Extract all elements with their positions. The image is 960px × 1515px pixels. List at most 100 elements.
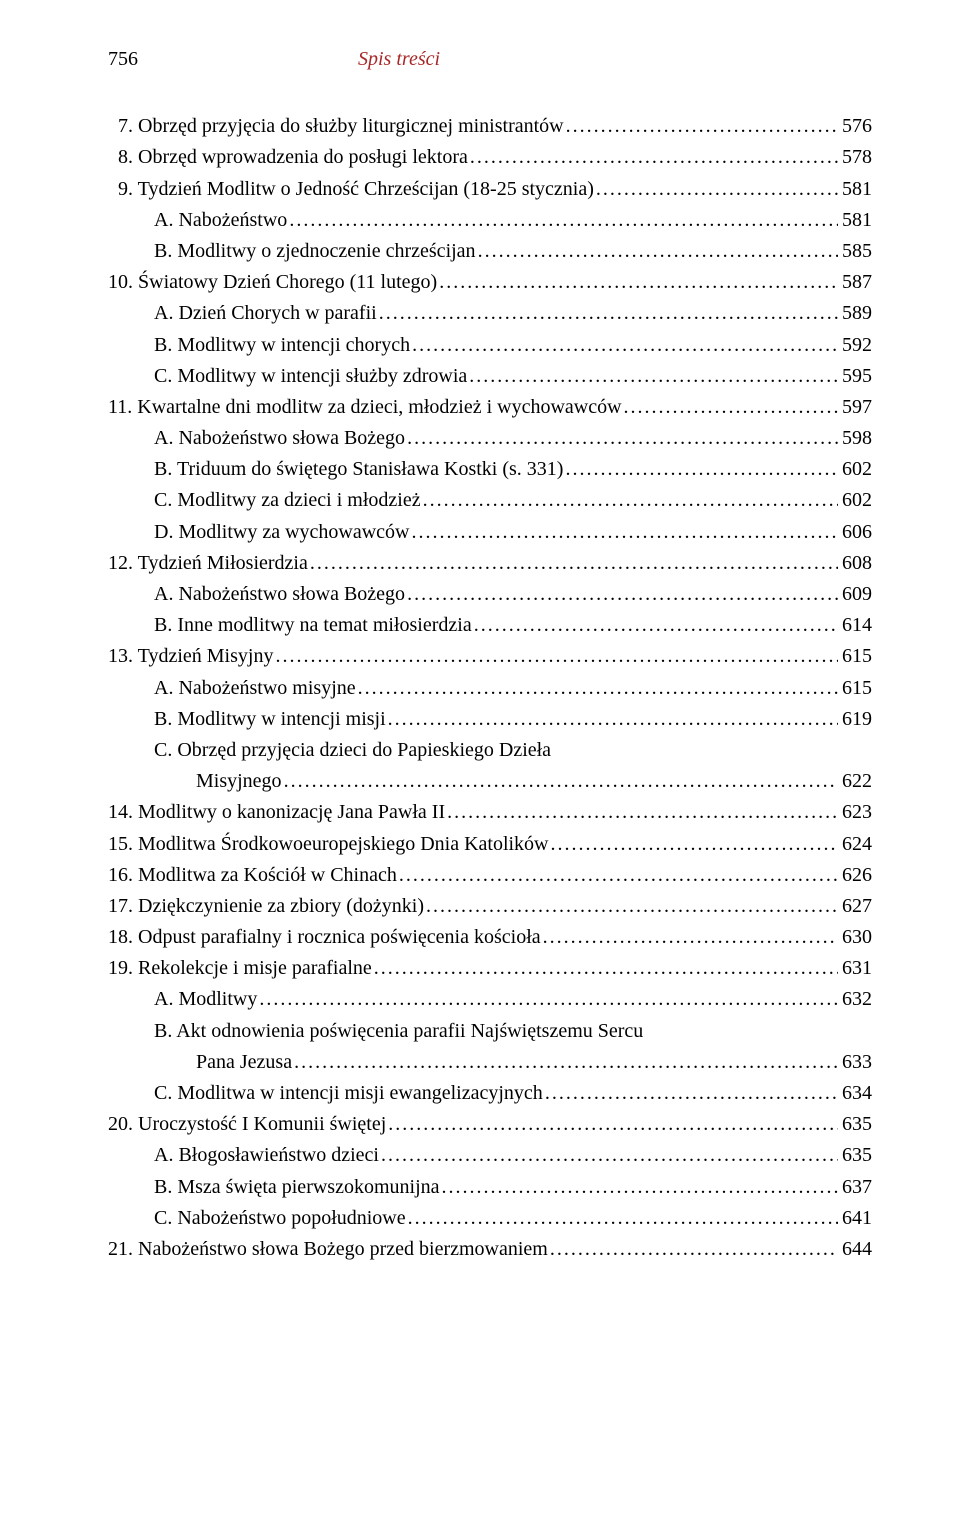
toc-dot-leader — [308, 548, 838, 579]
toc-entry-page: 581 — [838, 174, 872, 205]
toc-entry-page: 614 — [838, 610, 872, 641]
toc-entry: 13. Tydzień Misyjny615 — [108, 641, 872, 672]
toc-dot-leader — [543, 1078, 838, 1109]
page-header: 756 Spis treści — [108, 44, 872, 75]
toc-entry: 9. Tydzień Modlitw o Jedność Chrześcijan… — [108, 174, 872, 205]
toc-entry: B. Akt odnowienia poświęcenia parafii Na… — [108, 1016, 872, 1047]
toc-entry-label: Misyjnego — [196, 766, 282, 797]
toc-entry-page: 624 — [838, 829, 872, 860]
toc-entry-page: 581 — [838, 205, 872, 236]
toc-entry-page: 632 — [838, 984, 872, 1015]
toc-entry-page: 589 — [838, 298, 872, 329]
toc-entry-page: 630 — [838, 922, 872, 953]
toc-entry-page: 602 — [838, 485, 872, 516]
toc-entry-label: 9. Tydzień Modlitw o Jedność Chrześcijan… — [108, 174, 594, 205]
toc-dot-leader — [548, 1234, 838, 1265]
toc-entry-page: 635 — [838, 1140, 872, 1171]
toc-entry: B. Modlitwy w intencji chorych 592 — [108, 330, 872, 361]
toc-entry: Pana Jezusa633 — [108, 1047, 872, 1078]
toc-dot-leader — [472, 610, 838, 641]
toc-dot-leader — [468, 142, 838, 173]
toc-entry-label: A. Dzień Chorych w parafii — [154, 298, 377, 329]
toc-entry-page: 598 — [838, 423, 872, 454]
toc-entry: A. Nabożeństwo misyjne 615 — [108, 673, 872, 704]
toc-entry: 19. Rekolekcje i misje parafialne 631 — [108, 953, 872, 984]
toc-entry-label: B. Modlitwy w intencji chorych — [154, 330, 410, 361]
toc-entry-label: B. Modlitwy w intencji misji — [154, 704, 386, 735]
toc-entry-page: 619 — [838, 704, 872, 735]
toc-entry-label: 15. Modlitwa Środkowoeuropejskiego Dnia … — [108, 829, 549, 860]
toc-entry: 17. Dziękczynienie za zbiory (dożynki)62… — [108, 891, 872, 922]
toc-entry-label: 21. Nabożeństwo słowa Bożego przed bierz… — [108, 1234, 548, 1265]
toc-entry-label: 19. Rekolekcje i misje parafialne — [108, 953, 372, 984]
toc-entry: A. Modlitwy 632 — [108, 984, 872, 1015]
toc-entry-page: 602 — [838, 454, 872, 485]
toc-dot-leader — [282, 766, 838, 797]
toc-dot-leader — [594, 174, 838, 205]
toc-entry: C. Nabożeństwo popołudniowe641 — [108, 1203, 872, 1234]
toc-entry-label: C. Obrzęd przyjęcia dzieci do Papieskieg… — [154, 735, 551, 766]
toc-dot-leader — [410, 517, 839, 548]
toc-entry-label: A. Nabożeństwo misyjne — [154, 673, 356, 704]
toc-entry: A. Błogosławieństwo dzieci 635 — [108, 1140, 872, 1171]
table-of-contents: 7. Obrzęd przyjęcia do służby liturgiczn… — [108, 111, 872, 1265]
toc-entry-label: B. Modlitwy o zjednoczenie chrześcijan — [154, 236, 476, 267]
toc-entry: 11. Kwartalne dni modlitw za dzieci, mło… — [108, 392, 872, 423]
toc-entry-page: 576 — [838, 111, 872, 142]
toc-entry-page: 597 — [838, 392, 872, 423]
toc-dot-leader — [406, 1203, 838, 1234]
toc-entry: 8. Obrzęd wprowadzenia do posługi lektor… — [108, 142, 872, 173]
toc-entry-label: 13. Tydzień Misyjny — [108, 641, 273, 672]
toc-entry: Misyjnego 622 — [108, 766, 872, 797]
toc-entry-label: Pana Jezusa — [196, 1047, 292, 1078]
toc-entry-page: 623 — [838, 797, 872, 828]
toc-dot-leader — [273, 641, 838, 672]
toc-entry-page: 637 — [838, 1172, 872, 1203]
toc-entry-label: A. Nabożeństwo słowa Bożego — [154, 423, 405, 454]
toc-entry: B. Msza święta pierwszokomunijna 637 — [108, 1172, 872, 1203]
toc-entry: A. Dzień Chorych w parafii 589 — [108, 298, 872, 329]
toc-entry-page: 592 — [838, 330, 872, 361]
toc-entry-label: A. Błogosławieństwo dzieci — [154, 1140, 379, 1171]
toc-entry-label: B. Akt odnowienia poświęcenia parafii Na… — [154, 1016, 643, 1047]
toc-entry-label: B. Inne modlitwy na temat miłosierdzia — [154, 610, 472, 641]
toc-entry-page: 609 — [838, 579, 872, 610]
toc-entry: 18. Odpust parafialny i rocznica poświęc… — [108, 922, 872, 953]
toc-dot-leader — [410, 330, 838, 361]
toc-entry-label: B. Triduum do świętego Stanisława Kostki… — [154, 454, 563, 485]
toc-entry-label: D. Modlitwy za wychowawców — [154, 517, 410, 548]
toc-dot-leader — [356, 673, 838, 704]
toc-entry-label: B. Msza święta pierwszokomunijna — [154, 1172, 440, 1203]
toc-entry: 20. Uroczystość I Komunii świętej635 — [108, 1109, 872, 1140]
toc-dot-leader — [379, 1140, 838, 1171]
toc-dot-leader — [386, 1109, 838, 1140]
toc-entry: C. Obrzęd przyjęcia dzieci do Papieskieg… — [108, 735, 872, 766]
toc-entry-label: A. Nabożeństwo słowa Bożego — [154, 579, 405, 610]
toc-entry-label: 14. Modlitwy o kanonizację Jana Pawła II — [108, 797, 445, 828]
toc-dot-leader — [437, 267, 838, 298]
toc-entry: A. Nabożeństwo 581 — [108, 205, 872, 236]
toc-entry-label: C. Modlitwa w intencji misji ewangelizac… — [154, 1078, 543, 1109]
toc-entry-label: A. Modlitwy — [154, 984, 257, 1015]
toc-entry: C. Modlitwy w intencji służby zdrowia595 — [108, 361, 872, 392]
toc-entry: C. Modlitwy za dzieci i młodzież602 — [108, 485, 872, 516]
toc-entry-page: 641 — [838, 1203, 872, 1234]
toc-entry: 10. Światowy Dzień Chorego (11 lutego)58… — [108, 267, 872, 298]
toc-entry-label: 20. Uroczystość I Komunii świętej — [108, 1109, 386, 1140]
toc-entry-page: 644 — [838, 1234, 872, 1265]
toc-entry-page: 615 — [838, 673, 872, 704]
toc-entry-label: A. Nabożeństwo — [154, 205, 287, 236]
toc-entry: C. Modlitwa w intencji misji ewangelizac… — [108, 1078, 872, 1109]
toc-entry-page: 622 — [838, 766, 872, 797]
toc-entry: 16. Modlitwa za Kościół w Chinach626 — [108, 860, 872, 891]
toc-entry: A. Nabożeństwo słowa Bożego 609 — [108, 579, 872, 610]
toc-entry-label: 8. Obrzęd wprowadzenia do posługi lektor… — [108, 142, 468, 173]
toc-dot-leader — [440, 1172, 839, 1203]
toc-dot-leader — [564, 111, 838, 142]
toc-entry: 15. Modlitwa Środkowoeuropejskiego Dnia … — [108, 829, 872, 860]
toc-entry-page: 631 — [838, 953, 872, 984]
toc-dot-leader — [372, 953, 838, 984]
toc-entry-page: 585 — [838, 236, 872, 267]
toc-entry-page: 578 — [838, 142, 872, 173]
toc-dot-leader — [421, 485, 838, 516]
